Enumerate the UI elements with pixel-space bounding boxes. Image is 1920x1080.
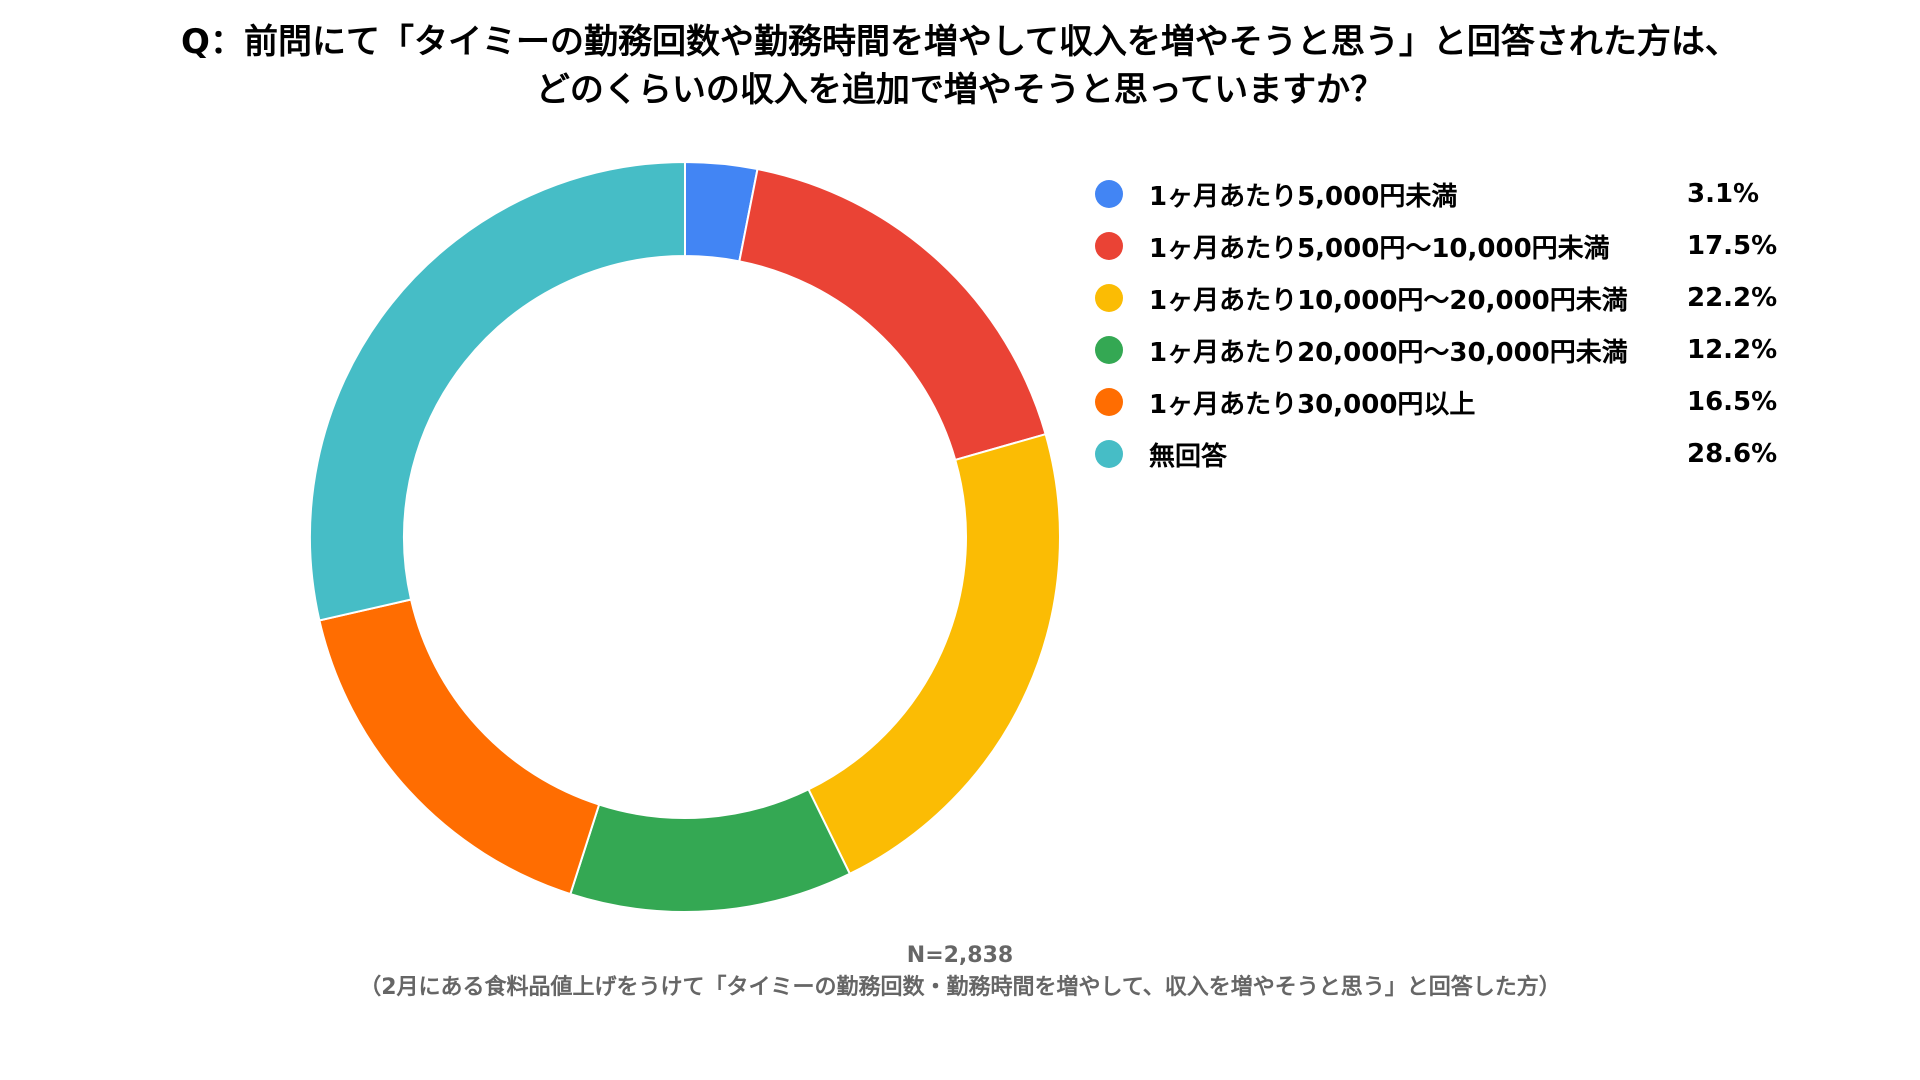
donut-slices [309,160,1061,913]
legend-item: 1ヶ月あたり30,000円以上 16.5% [1095,376,1795,428]
chart-title: Q：前問にて「タイミーの勤務回数や勤務時間を増やして収入を増やそうと思う」と回答… [60,18,1860,114]
donut-slice-5 [318,598,601,896]
legend-item: 無回答 28.6% [1095,428,1795,480]
legend-item: 1ヶ月あたり10,000円〜20,000円未満 22.2% [1095,272,1795,324]
legend-swatch [1095,388,1123,416]
legend-value: 12.2% [1687,335,1778,365]
legend-item: 1ヶ月あたり20,000円〜30,000円未満 12.2% [1095,324,1795,376]
legend-item: 1ヶ月あたり5,000円〜10,000円未満 17.5% [1095,220,1795,272]
legend-label: 無回答 [1149,441,1228,472]
legend-label: 1ヶ月あたり5,000円未満 [1149,181,1458,212]
legend-item: 1ヶ月あたり5,000円未満 3.1% [1095,168,1795,220]
legend-value: 28.6% [1687,439,1778,469]
donut-slice-4 [569,788,852,913]
legend-swatch [1095,284,1123,312]
legend-swatch [1095,180,1123,208]
legend-label: 1ヶ月あたり10,000円〜20,000円未満 [1149,285,1628,316]
footnote: N=2,838 （2月にある食料品値上げをうけて「タイミーの勤務回数・勤務時間を… [60,940,1860,1004]
respondent-note: （2月にある食料品値上げをうけて「タイミーの勤務回数・勤務時間を増やして、収入を… [359,975,1561,1000]
legend-label: 1ヶ月あたり20,000円〜30,000円未満 [1149,337,1628,368]
sample-size: N=2,838 [906,943,1014,968]
legend: 1ヶ月あたり5,000円未満 3.1% 1ヶ月あたり5,000円〜10,000円… [1095,168,1795,480]
legend-value: 22.2% [1687,283,1778,313]
legend-swatch [1095,336,1123,364]
donut-slice-3 [807,432,1061,876]
legend-value: 3.1% [1687,179,1760,209]
legend-value: 16.5% [1687,387,1778,417]
donut-slice-2 [738,167,1047,462]
legend-swatch [1095,232,1123,260]
legend-label: 1ヶ月あたり30,000円以上 [1149,389,1476,420]
chart-title-line-1: Q：前問にて「タイミーの勤務回数や勤務時間を増やして収入を増やそうと思う」と回答… [181,22,1739,62]
legend-swatch [1095,440,1123,468]
legend-label: 1ヶ月あたり5,000円〜10,000円未満 [1149,233,1610,264]
chart-title-line-2: どのくらいの収入を追加で増やそうと思っていますか？ [535,70,1385,110]
legend-value: 17.5% [1687,231,1778,261]
donut-slice-6 [309,160,686,622]
